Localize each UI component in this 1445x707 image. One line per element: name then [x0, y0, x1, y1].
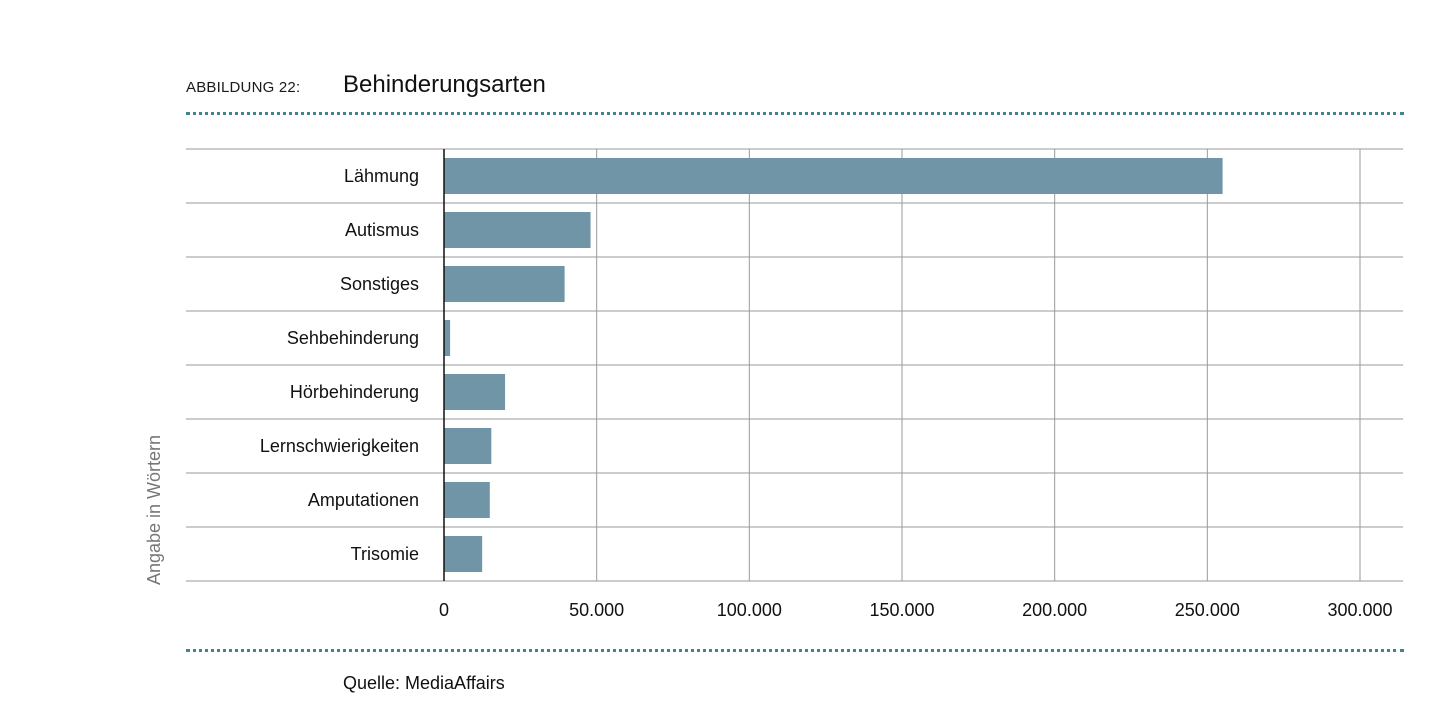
x-tick-label: 200.000: [1022, 600, 1087, 620]
bar-2: [444, 266, 565, 302]
source-note: Quelle: MediaAffairs: [343, 673, 505, 693]
category-label: Amputationen: [308, 490, 419, 510]
category-label: Hörbehinderung: [290, 382, 419, 402]
category-label: Lernschwierigkeiten: [260, 436, 419, 456]
figure-title: Behinderungsarten: [343, 71, 546, 98]
x-tick-label: 150.000: [869, 600, 934, 620]
figure-label: ABBILDUNG 22:: [186, 79, 301, 96]
category-label: Sonstiges: [340, 274, 419, 294]
bar-6: [444, 482, 490, 518]
bar-layer: [443, 149, 1223, 581]
bar-1: [444, 212, 591, 248]
category-label: Sehbehinderung: [287, 328, 419, 348]
grid-layer: [186, 148, 1403, 582]
x-tick-label: 250.000: [1175, 600, 1240, 620]
bar-7: [444, 536, 483, 572]
x-tick-label: 100.000: [717, 600, 782, 620]
y-axis-title: Angabe in Wörtern: [144, 435, 164, 585]
bottom-dotted-rule: [186, 649, 1404, 652]
category-label: Lähmung: [344, 166, 419, 186]
x-tick-label: 0: [439, 600, 449, 620]
bar-3: [444, 320, 451, 356]
category-label: Trisomie: [351, 544, 419, 564]
label-layer: 0 50.000 100.000 150.000 200.000 250.000 300.0…: [260, 166, 1393, 620]
x-tick-label: 300.000: [1327, 600, 1392, 620]
bar-0: [444, 158, 1223, 194]
bar-4: [444, 374, 506, 410]
x-tick-label: 50.000: [569, 600, 624, 620]
top-dotted-rule: [186, 112, 1404, 115]
category-label: Autismus: [345, 220, 419, 240]
bar-5: [444, 428, 492, 464]
